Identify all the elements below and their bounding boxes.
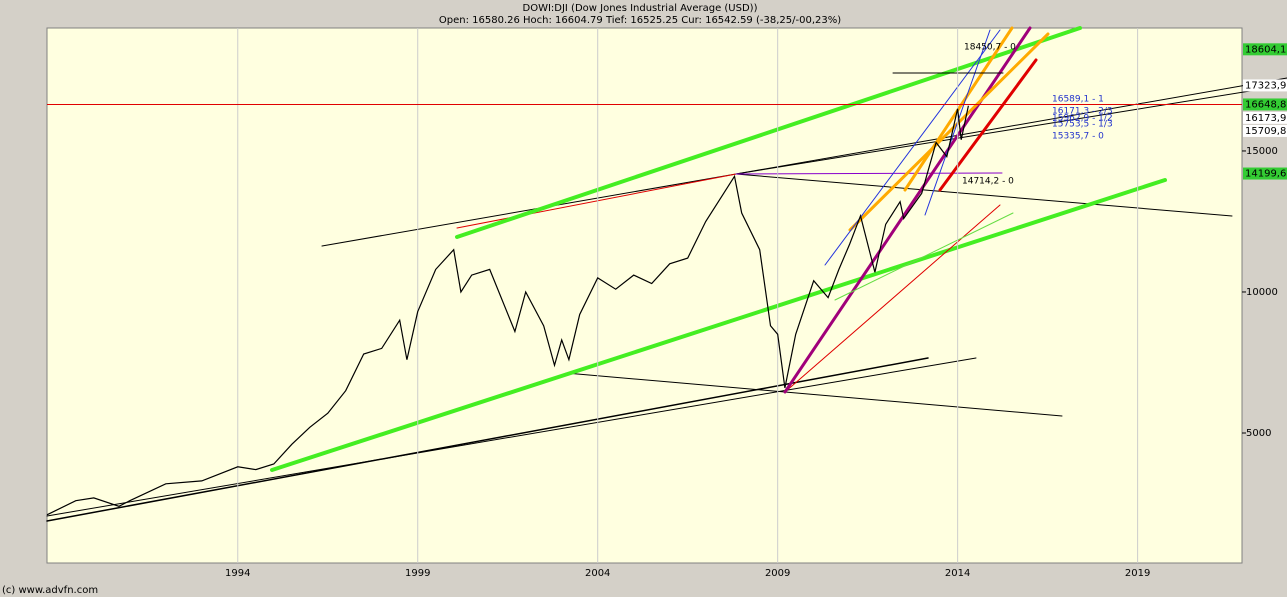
price-label-box: [1243, 167, 1287, 180]
y-tick-label: 10000: [1246, 287, 1278, 298]
fib-annotation: 15962,9 - 1/2: [1052, 114, 1113, 124]
footer: (c) www.advfn.com: [2, 585, 98, 596]
y-tick-label: 5000: [1246, 428, 1271, 439]
price-label-box: [1243, 124, 1287, 137]
x-tick-label: 2004: [585, 568, 610, 579]
x-tick-label: 2014: [945, 568, 970, 579]
price-label: 17323,9: [1245, 80, 1286, 91]
fib-annotation: 14714,2 - 0: [962, 177, 1014, 187]
price-label-box: [1243, 98, 1287, 111]
fib-annotation: 15753,5 - 1/3: [1052, 120, 1113, 130]
price-label: 16648,8: [1245, 99, 1286, 110]
price-label-box: [1243, 111, 1287, 124]
fib-annotation: 15335,7 - 0: [1052, 132, 1104, 142]
plot-area: [46, 27, 1243, 564]
chart-subtitle: Open: 16580.26 Hoch: 16604.79 Tief: 1652…: [439, 15, 841, 26]
fib-annotation: 18450,7 - 0: [964, 43, 1016, 53]
price-label: 16173,9: [1245, 113, 1286, 124]
price-label: 18604,1: [1245, 44, 1286, 55]
x-tick-label: 1999: [405, 568, 430, 579]
price-label: 14199,6: [1245, 169, 1286, 180]
x-tick-label: 2009: [765, 568, 790, 579]
chart-title: DOWI:DJI (Dow Jones Industrial Average (…: [523, 3, 758, 14]
price-label: 15709,8: [1245, 126, 1286, 137]
price-label-box: [1243, 43, 1287, 56]
x-tick-label: 1994: [225, 568, 250, 579]
y-tick-label: 15000: [1246, 146, 1278, 157]
fib-annotation: 16171,3 - 2/3: [1052, 107, 1113, 117]
price-label-box: [1243, 79, 1287, 92]
fib-annotation: 16589,1 - 1: [1052, 95, 1104, 105]
price-line: [46, 105, 969, 516]
x-tick-label: 2019: [1125, 568, 1150, 579]
